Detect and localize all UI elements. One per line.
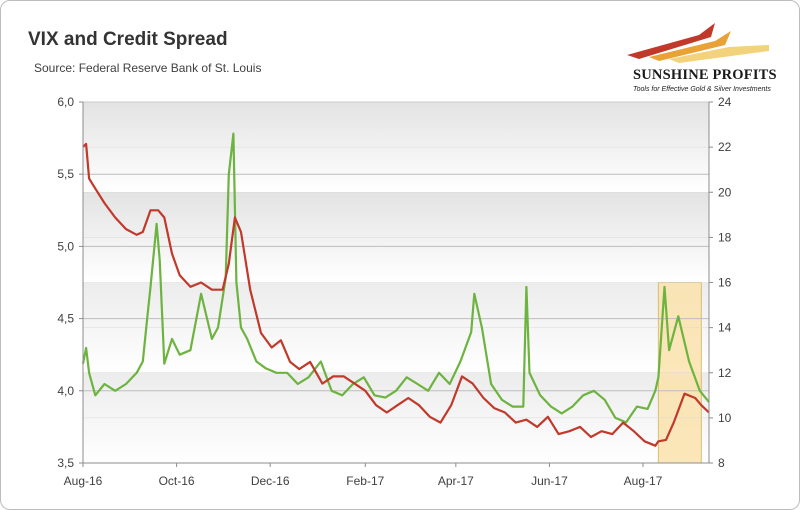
x-tick-label: Aug-17 [624,474,663,488]
y-left-tick-label: 6,0 [57,95,74,109]
x-tick-label: Oct-16 [159,474,195,488]
logo-tagline: Tools for Effective Gold & Silver Invest… [633,86,771,93]
y-left-tick-label: 3,5 [57,456,74,470]
series-lines [81,132,710,447]
y-right-tick-label: 8 [718,456,725,470]
y-right-tick-label: 24 [718,95,732,109]
y-right-tick-label: 14 [718,321,732,335]
chart-source: Source: Federal Reserve Bank of St. Loui… [34,61,262,75]
x-tick-label: Feb-17 [346,474,384,488]
y-left-tick-label: 5,5 [57,167,74,181]
x-tick-label: Aug-16 [64,474,103,488]
y-left-tick-label: 5,0 [57,239,74,253]
x-tick-label: Dec-16 [251,474,290,488]
y-left-tick-label: 4,0 [57,384,74,398]
chart-title: VIX and Credit Spread [28,29,228,50]
y-right-tick-label: 20 [718,185,732,199]
credit-spread-line [82,142,710,447]
y-right-tick-label: 10 [718,411,732,425]
logo-name: SUNSHINE PROFITS [633,67,777,83]
y-right-tick-label: 22 [718,140,732,154]
axes [79,101,713,467]
y-right-tick-label: 18 [718,230,732,244]
y-right-tick-label: 12 [718,366,732,380]
x-tick-label: Jun-17 [531,474,568,488]
y-left-tick-label: 4,5 [57,312,74,326]
vix-line [81,132,710,424]
tick-labels: 3,5 4,0 4,5 5,0 5,5 6,0 8 10 12 14 16 18 20 22 24 Aug-1… [57,95,731,488]
y-right-tick-label: 16 [718,276,732,290]
sunshine-profits-logo [627,23,769,63]
x-tick-label: Apr-17 [438,474,474,488]
